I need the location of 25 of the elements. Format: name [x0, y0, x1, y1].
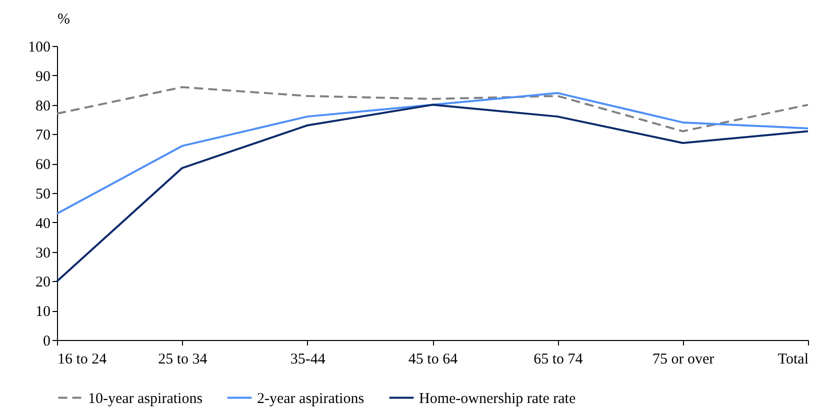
x-tick-label: 25 to 34	[158, 352, 208, 368]
x-tick-label: 75 or over	[652, 352, 714, 368]
legend-label: 10-year aspirations	[88, 390, 203, 407]
line-series	[56, 92, 809, 215]
y-tick-label: 70	[36, 128, 50, 144]
line-series	[56, 104, 809, 282]
legend-label: 2-year aspirations	[257, 390, 364, 407]
y-tick-label: 10	[36, 304, 50, 320]
x-tick-label: 35-44	[290, 352, 326, 368]
y-tick-label: 60	[36, 157, 50, 174]
x-tick-label: 45 to 64	[408, 352, 458, 368]
y-tick-label: 90	[36, 68, 50, 85]
x-tick-label: 16 to 24	[58, 352, 108, 368]
y-tick-label: 30	[36, 245, 50, 262]
x-tick-label: 65 to 74	[534, 352, 584, 368]
legend-label: Home-ownership rate rate	[419, 390, 576, 407]
y-tick-label: 50	[36, 186, 50, 202]
y-tick-label: 0	[43, 334, 50, 350]
y-tick-label: 20	[36, 274, 50, 291]
y-tick-label: 100	[28, 40, 50, 56]
y-axis-title: %	[58, 12, 70, 28]
y-tick-label: 80	[36, 98, 50, 114]
x-tick-label: Total	[778, 352, 808, 368]
line-series	[56, 86, 809, 132]
y-tick-label: 40	[36, 216, 50, 232]
